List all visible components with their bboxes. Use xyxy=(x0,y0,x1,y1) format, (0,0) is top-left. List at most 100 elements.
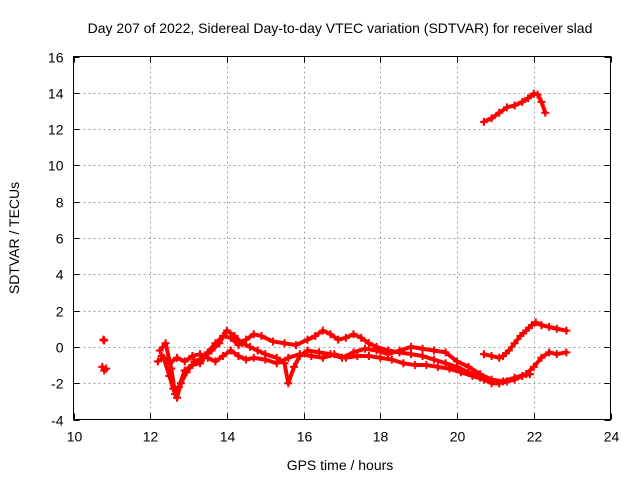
data-point xyxy=(562,348,571,357)
data-point xyxy=(226,346,235,355)
data-point xyxy=(188,351,197,360)
data-point xyxy=(387,355,396,364)
data-point xyxy=(155,346,164,355)
data-point xyxy=(453,357,462,366)
x-axis-title: GPS time / hours xyxy=(287,457,394,473)
data-point xyxy=(165,371,174,380)
data-point xyxy=(253,346,262,355)
data-point xyxy=(516,332,525,341)
data-point xyxy=(552,324,561,333)
data-point xyxy=(219,351,228,360)
x-tick-label: 20 xyxy=(450,429,466,445)
data-point xyxy=(510,375,519,384)
x-tick-labels: 10 12 14 16 18 20 22 24 xyxy=(67,429,620,445)
y-tick-label: 8 xyxy=(56,195,64,211)
data-point xyxy=(222,326,231,335)
data-point xyxy=(510,339,519,348)
data-point xyxy=(295,350,304,359)
y-tick-label: 14 xyxy=(48,86,64,102)
data-point xyxy=(165,359,174,368)
data-point xyxy=(456,368,465,377)
data-point xyxy=(257,332,266,341)
data-point xyxy=(518,371,527,380)
data-point xyxy=(100,336,109,345)
data-point xyxy=(361,344,370,353)
data-point xyxy=(407,350,416,359)
x-tick-label: 12 xyxy=(143,429,159,445)
series-1 xyxy=(155,326,504,399)
data-point xyxy=(318,326,327,335)
y-tick-label: 0 xyxy=(56,340,64,356)
data-point xyxy=(468,371,477,380)
data-point xyxy=(230,332,239,341)
series-segment xyxy=(466,364,483,377)
y-tick-label: 12 xyxy=(48,122,64,138)
x-tick-label: 10 xyxy=(67,429,83,445)
data-point xyxy=(341,353,350,362)
y-axis-title: SDTVAR / TECUs xyxy=(6,182,22,294)
data-point xyxy=(502,377,511,386)
data-point xyxy=(487,351,496,360)
data-point xyxy=(272,359,281,368)
data-point xyxy=(318,353,327,362)
data-point xyxy=(182,368,191,377)
data-point xyxy=(190,357,199,366)
data-point xyxy=(341,333,350,342)
data-point xyxy=(245,342,254,351)
data-point xyxy=(207,346,216,355)
data-point xyxy=(418,344,427,353)
series-3 xyxy=(157,346,534,388)
data-point xyxy=(307,351,316,360)
data-point xyxy=(522,326,531,335)
x-tick-label: 24 xyxy=(604,429,620,445)
chart-title: Day 207 of 2022, Sidereal Day-to-day VTE… xyxy=(88,20,593,36)
data-point xyxy=(418,351,427,360)
data-point xyxy=(495,108,504,117)
data-point xyxy=(203,353,212,362)
data-point xyxy=(399,359,408,368)
data-point xyxy=(196,350,205,359)
data-point xyxy=(173,353,182,362)
y-tick-label: 2 xyxy=(56,304,64,320)
data-point xyxy=(242,355,251,364)
data-point xyxy=(284,379,293,388)
data-point xyxy=(334,335,343,344)
x-tick-label: 16 xyxy=(297,429,313,445)
data-point xyxy=(349,330,358,339)
series-5 xyxy=(479,89,550,126)
data-point xyxy=(445,364,454,373)
data-point xyxy=(529,362,538,371)
data-point xyxy=(562,326,571,335)
series-segment xyxy=(184,359,197,375)
data-point xyxy=(525,370,534,379)
data-point xyxy=(303,335,312,344)
data-point xyxy=(261,355,270,364)
data-point xyxy=(176,379,185,388)
series-segment xyxy=(217,328,229,346)
y-tick-label: 10 xyxy=(48,158,64,174)
data-layer xyxy=(98,89,571,402)
x-tick-label: 18 xyxy=(373,429,389,445)
grid xyxy=(73,56,611,420)
data-point xyxy=(533,90,542,99)
data-point xyxy=(537,321,546,330)
data-point xyxy=(504,346,513,355)
data-point xyxy=(290,362,299,371)
data-point xyxy=(326,330,335,339)
data-point xyxy=(510,101,519,110)
data-point xyxy=(541,108,550,117)
data-point xyxy=(284,353,293,362)
data-point xyxy=(441,359,450,368)
data-point xyxy=(169,384,178,393)
data-point xyxy=(502,103,511,112)
data-point xyxy=(464,362,473,371)
y-tick-labels: -4 -2 0 2 4 6 8 10 12 14 16 xyxy=(48,50,64,429)
y-tick-label: -4 xyxy=(51,413,64,429)
data-point xyxy=(410,361,419,370)
y-tick-label: 4 xyxy=(56,267,64,283)
data-point xyxy=(353,351,362,360)
data-point xyxy=(487,379,496,388)
data-point xyxy=(479,117,488,126)
data-point xyxy=(314,348,323,357)
